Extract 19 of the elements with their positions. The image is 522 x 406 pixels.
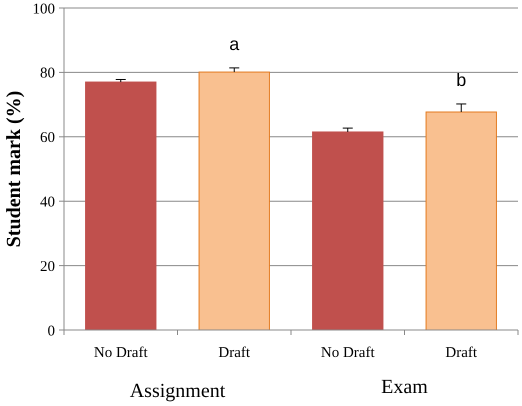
- bar: [426, 112, 497, 330]
- y-tick-label: 100: [32, 1, 55, 18]
- y-tick-label: 80: [40, 66, 55, 82]
- annotation: a: [229, 34, 240, 54]
- x-tick-label: Draft: [445, 345, 478, 361]
- x-tick-label: No Draft: [94, 345, 148, 361]
- y-tick-label: 0: [48, 323, 55, 340]
- y-tick-label: 40: [40, 194, 55, 210]
- y-tick-label: 20: [40, 258, 55, 275]
- x-tick-label: No Draft: [320, 345, 376, 361]
- bar: [198, 72, 270, 330]
- y-axis-title: Student mark (%): [3, 90, 25, 248]
- x-tick-label: Draft: [218, 345, 251, 361]
- text: Assignment: [130, 380, 226, 402]
- bar: [85, 82, 156, 330]
- bar: [312, 131, 384, 330]
- text: Exam: [381, 376, 428, 398]
- y-tick-label: 60: [40, 130, 55, 146]
- annotation: b: [456, 70, 466, 90]
